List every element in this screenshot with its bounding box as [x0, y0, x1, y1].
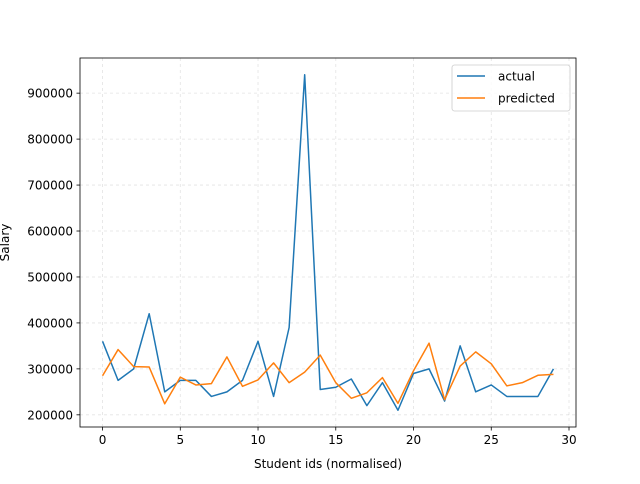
y-axis-label: Salary	[0, 224, 12, 262]
x-tick-label: 25	[484, 433, 499, 447]
y-tick-label: 600000	[27, 225, 73, 239]
x-tick-label: 30	[561, 433, 576, 447]
legend: actual predicted	[451, 64, 571, 112]
plot-frame	[79, 57, 577, 428]
x-tick-label: 20	[406, 433, 421, 447]
x-tick-label: 10	[250, 433, 265, 447]
legend-label-predicted: predicted	[498, 92, 555, 106]
x-axis: 0 5 10 15 20 25 30	[99, 427, 577, 447]
y-tick-label: 700000	[27, 179, 73, 193]
y-tick-label: 300000	[27, 362, 73, 376]
series-layer	[101, 74, 555, 411]
y-tick-label: 800000	[27, 133, 73, 147]
y-tick-label: 900000	[27, 87, 73, 101]
y-axis: 200000 300000 400000 500000 600000 700000 8000…	[27, 87, 80, 422]
x-tick-label: 5	[176, 433, 184, 447]
grid	[80, 58, 576, 427]
y-tick-label: 400000	[27, 316, 73, 330]
x-tick-label: 0	[99, 433, 107, 447]
legend-label-actual: actual	[498, 70, 535, 84]
x-tick-label: 15	[328, 433, 343, 447]
y-tick-label: 500000	[27, 270, 73, 284]
y-tick-label: 200000	[27, 408, 73, 422]
series-line-predicted	[101, 342, 554, 405]
x-axis-label: Student ids (normalised)	[254, 457, 402, 471]
